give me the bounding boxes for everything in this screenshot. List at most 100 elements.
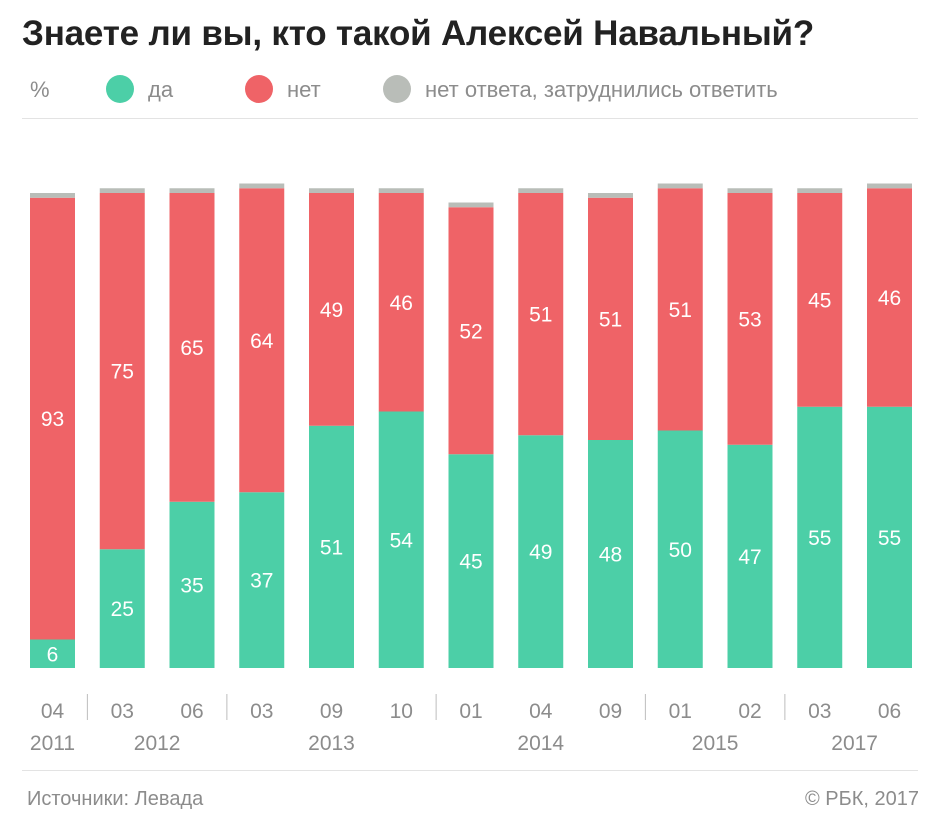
bar-segment-no-answer xyxy=(448,202,494,208)
bar-segment-yes xyxy=(867,406,912,668)
bar-segment-no-answer xyxy=(169,188,215,193)
bar-segment-no xyxy=(657,188,703,431)
legend-label-yes: да xyxy=(148,77,174,102)
data-label-yes: 55 xyxy=(808,527,831,550)
bar-segment-yes xyxy=(588,440,633,668)
data-label-yes: 54 xyxy=(390,529,414,552)
data-label-yes: 45 xyxy=(459,551,482,574)
x-year-label: 2012 xyxy=(134,732,181,755)
data-label-yes: 55 xyxy=(878,527,901,550)
x-tick-label: 09 xyxy=(599,700,622,723)
bar-segment-no xyxy=(30,197,75,640)
data-label-yes: 37 xyxy=(250,570,273,593)
source-note: Источники: Левада xyxy=(27,788,204,810)
data-label-yes: 47 xyxy=(738,546,761,569)
bar-segment-no-answer xyxy=(518,188,564,193)
data-label-no: 93 xyxy=(41,408,64,431)
x-year-label: 2011 xyxy=(30,732,75,755)
bar-segment-no xyxy=(239,188,285,493)
bar-segment-no xyxy=(378,193,424,412)
x-tick-label: 01 xyxy=(669,700,692,723)
bar-segment-yes xyxy=(378,411,424,668)
bar-segment-yes xyxy=(727,444,773,668)
legend-dot-no-answer-icon xyxy=(383,75,411,104)
x-tick-label: 10 xyxy=(390,700,413,723)
x-year-label: 2014 xyxy=(517,732,564,755)
header-divider xyxy=(22,118,918,119)
bar-segment-no xyxy=(797,193,843,407)
x-tick-label: 03 xyxy=(111,700,134,723)
bar-segment-no xyxy=(448,207,494,455)
bar-segment-yes xyxy=(448,454,494,668)
data-label-no: 45 xyxy=(808,289,831,312)
x-tick-label: 03 xyxy=(808,700,831,723)
x-tick-label: 06 xyxy=(180,700,203,723)
data-label-yes: 50 xyxy=(669,539,692,562)
data-label-no: 51 xyxy=(529,304,552,327)
bar-segment-yes xyxy=(309,425,354,668)
legend-label-no: нет xyxy=(287,77,321,102)
bar-segment-no xyxy=(867,188,912,407)
bar-segment-yes xyxy=(239,492,285,668)
bar-segment-yes xyxy=(99,549,145,668)
x-year-label: 2017 xyxy=(831,732,878,755)
x-tick-label: 01 xyxy=(459,700,482,723)
data-label-no: 65 xyxy=(180,337,203,360)
data-label-no: 46 xyxy=(878,287,901,310)
bar-segment-yes xyxy=(797,406,843,668)
bar-segment-no-answer xyxy=(239,183,285,189)
bar-segment-no-answer xyxy=(378,188,424,193)
bar-segment-no-answer xyxy=(588,193,633,198)
bar-segment-no xyxy=(99,193,145,550)
data-label-no: 75 xyxy=(111,361,134,384)
bar-segment-no-answer xyxy=(309,188,354,193)
bar-segment-yes xyxy=(30,639,75,668)
bar-segment-no-answer xyxy=(727,188,773,193)
data-label-yes: 51 xyxy=(320,536,343,559)
x-tick-label: 04 xyxy=(41,700,65,723)
data-label-no: 53 xyxy=(738,308,761,331)
bar-segment-no xyxy=(518,193,564,436)
bar-segment-no xyxy=(309,193,354,426)
x-tick-label: 03 xyxy=(250,700,273,723)
legend-item-yes: да xyxy=(106,75,174,104)
x-tick-label: 02 xyxy=(738,700,761,723)
data-label-no: 51 xyxy=(599,308,622,331)
data-label-no: 52 xyxy=(459,320,482,343)
x-year-label: 2015 xyxy=(692,732,739,755)
data-label-yes: 25 xyxy=(111,598,134,621)
x-tick-label: 06 xyxy=(878,700,901,723)
bar-segment-no-answer xyxy=(30,193,75,198)
legend-item-no-answer: нет ответа, затруднились ответить xyxy=(383,75,778,104)
data-label-no: 46 xyxy=(390,292,413,315)
data-label-no: 64 xyxy=(250,330,274,353)
x-tick-label: 04 xyxy=(529,700,553,723)
bar-segment-yes xyxy=(518,435,564,668)
footer-divider xyxy=(22,770,918,771)
x-year-label: 2013 xyxy=(308,732,355,755)
bar-segment-yes xyxy=(657,430,703,668)
bar-segment-no xyxy=(169,193,215,502)
legend-item-no: нет xyxy=(245,75,321,104)
bar-segment-no-answer xyxy=(867,183,912,189)
legend-dot-no-icon xyxy=(245,75,273,104)
data-label-no: 49 xyxy=(320,299,343,322)
bar-segment-no xyxy=(727,193,773,445)
bar-segment-no-answer xyxy=(99,188,145,193)
data-label-yes: 49 xyxy=(529,541,552,564)
unit-label: % xyxy=(30,77,50,102)
data-label-yes: 48 xyxy=(599,544,622,567)
bar-segment-no-answer xyxy=(657,183,703,189)
legend-dot-yes-icon xyxy=(106,75,134,104)
bar-segment-no-answer xyxy=(797,188,843,193)
legend: % да нет нет ответа, затруднились ответи… xyxy=(22,74,922,106)
legend-label-no-answer: нет ответа, затруднились ответить xyxy=(425,77,778,102)
copyright-note: © РБК, 2017 xyxy=(804,788,919,810)
stacked-bar-chart: 6 93 04 25 75 03 35 65 06 37 64 03 51 49 09 54 46 10 45 52 0… xyxy=(30,183,912,755)
x-tick-label: 09 xyxy=(320,700,343,723)
bar-segment-yes xyxy=(169,501,215,668)
data-label-yes: 6 xyxy=(47,643,59,666)
chart-title: Знаете ли вы, кто такой Алексей Навальны… xyxy=(22,14,815,53)
data-label-yes: 35 xyxy=(180,574,203,597)
data-label-no: 51 xyxy=(669,299,692,322)
